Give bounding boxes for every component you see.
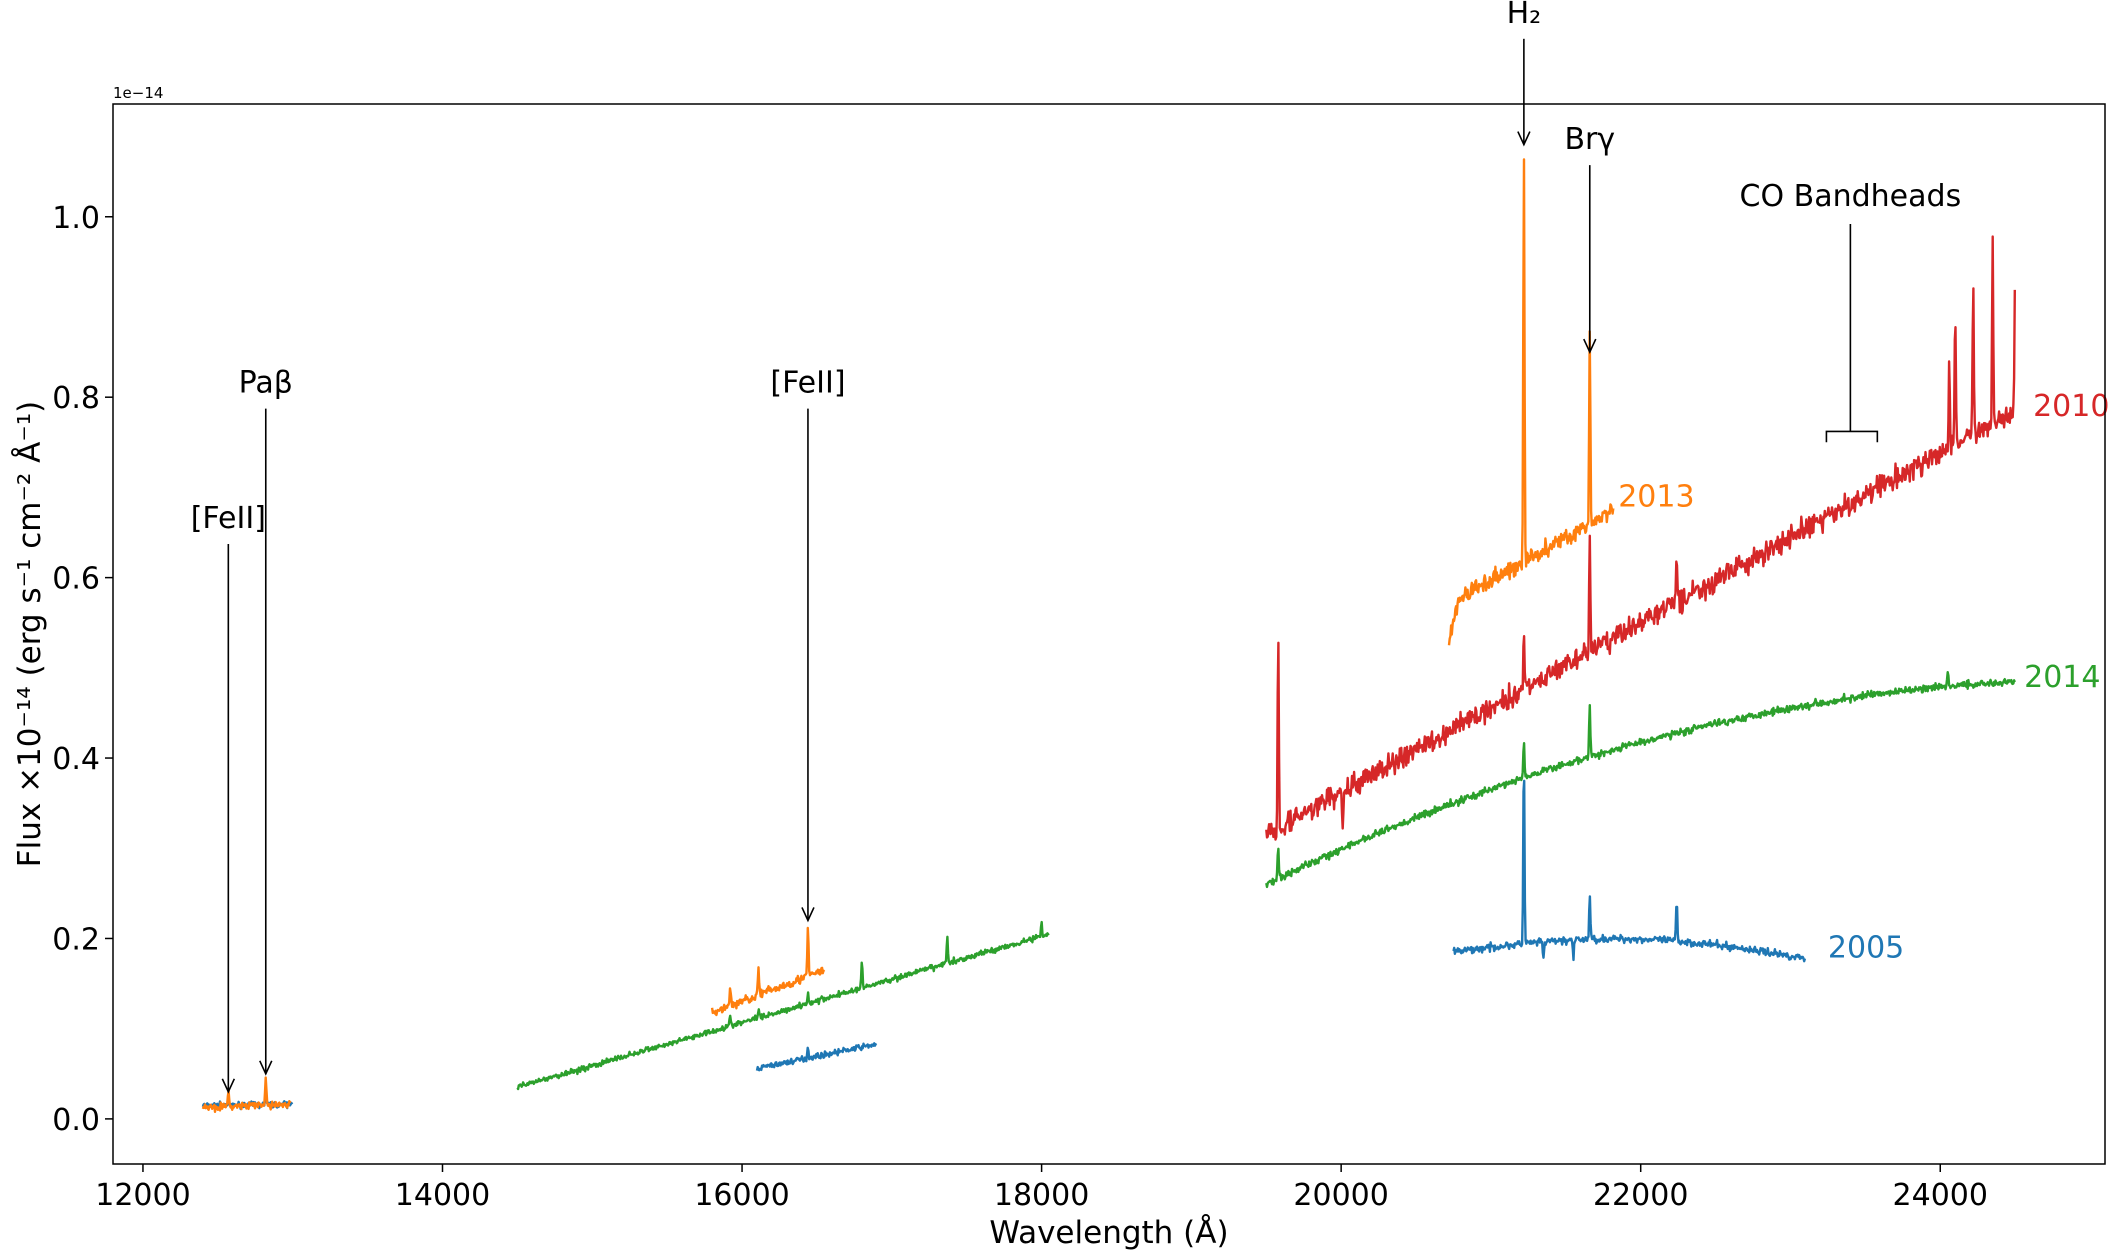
annotation-arrow-head [221,1078,236,1094]
tick-layer: 12000 14000 16000 18000 20000 22000 24000 0.0 0.… [52,201,1988,1213]
annotation-arrow-head [259,1060,273,1076]
series-label-2005: 2005 [1828,930,1904,965]
series-label-2013: 2013 [1618,479,1694,514]
series-2013-line [710,926,826,1017]
x-axis-label: Wavelength (Å) [989,1215,1228,1250]
series-2014-line [516,920,1050,1091]
y-tick-label: 0.0 [52,1103,100,1138]
x-tick-label: 14000 [395,1178,490,1213]
annotation-layer: [FeII] Paβ [FeII] H₂ Brγ CO Bandheads [191,0,1962,1094]
y-tick-label: 1.0 [52,201,100,236]
co-bracket [1825,430,1879,443]
annotation-arrow-head [1583,338,1597,354]
y-tick-label: 0.2 [52,922,100,957]
y-axis-label: Flux ×10⁻¹⁴ (erg s⁻¹ cm⁻² Å⁻¹) [12,401,48,867]
annotation-label: Paβ [239,366,293,401]
annotation-arrow-head [801,907,815,923]
plot-frame [112,103,2106,1165]
annotation-label: [FeII] [191,501,266,536]
annotation-label: CO Bandheads [1740,179,1962,214]
annotation-label: [FeII] [770,366,845,401]
y-offset-text: 1e−14 [113,84,163,102]
x-tick-label: 20000 [1293,1178,1388,1213]
x-tick-label: 24000 [1893,1178,1988,1213]
series-label-2010: 2010 [2033,389,2109,424]
series-2005-line [755,1042,878,1072]
series-2010-line [1265,235,2017,841]
series-label-2014: 2014 [2024,660,2100,695]
series-layer: 2005 2013 2014 2010 [201,158,2109,1114]
x-tick-label: 18000 [994,1178,1089,1213]
y-tick-label: 0.8 [52,381,100,416]
annotation-label: Brγ [1564,122,1615,157]
annotation-arrow-head [1517,131,1531,147]
series-2013-line [201,1076,292,1114]
x-tick-label: 22000 [1593,1178,1688,1213]
x-tick-label: 16000 [694,1178,789,1213]
x-tick-label: 12000 [95,1178,190,1213]
y-tick-label: 0.6 [52,562,100,597]
series-2014-line [1265,671,2016,889]
series-2005-line [1452,779,1807,963]
y-tick-label: 0.4 [52,742,100,777]
annotation-label: H₂ [1507,0,1542,31]
series-2013-line [1447,158,1615,646]
